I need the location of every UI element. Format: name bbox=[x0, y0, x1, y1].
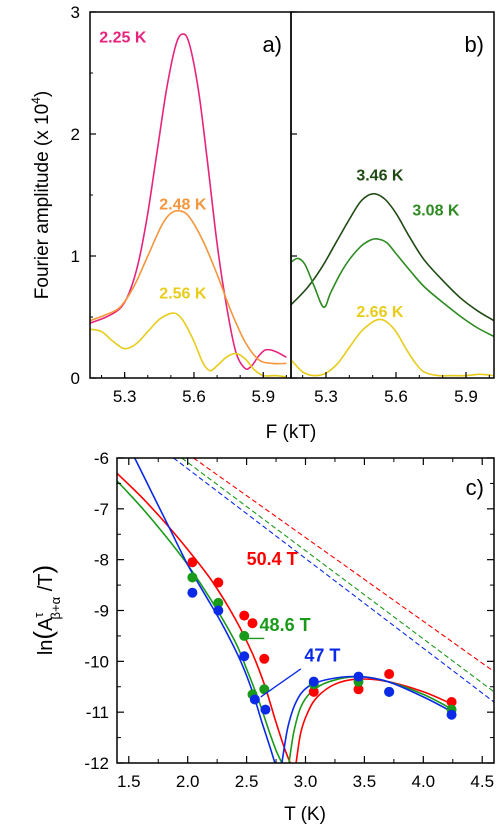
point-47-t bbox=[213, 605, 224, 616]
fit-left-50-4-t bbox=[117, 472, 291, 763]
label-2-48-k: 2.48 K bbox=[159, 197, 207, 214]
panel-a: 2.25 K 2.48 K 2.56 K 5.3 5.6 5.9 0 1 2 3 a) bbox=[71, 3, 292, 406]
dashed-line-50-4-t bbox=[193, 458, 494, 672]
xtick-label-a-0: 5.3 bbox=[113, 387, 137, 406]
xtick-label-c-0: 1.5 bbox=[117, 772, 141, 791]
ytick-label-a-3: 3 bbox=[71, 3, 80, 22]
panel-b-tag: b) bbox=[464, 32, 484, 57]
label-2-56-k: 2.56 K bbox=[159, 286, 207, 303]
point-47-t bbox=[384, 686, 395, 697]
point-48-6-t bbox=[187, 572, 198, 583]
point-50-4-t bbox=[308, 686, 319, 697]
fit-right-47-t bbox=[281, 675, 454, 763]
curve-2-48-k bbox=[90, 209, 287, 365]
point-48-6-t bbox=[213, 597, 224, 608]
xtick-label-c-4: 3.5 bbox=[353, 772, 377, 791]
point-47-t bbox=[239, 651, 250, 662]
fit-right-48-6-t bbox=[288, 675, 454, 763]
fit-left-47-t bbox=[133, 458, 276, 763]
ytick-label-c-5: -11 bbox=[86, 703, 109, 722]
panel-b-frame bbox=[290, 11, 495, 379]
xtick-label-c-5: 4.0 bbox=[411, 772, 435, 791]
point-50-4-t bbox=[259, 653, 270, 664]
xtick-label-a-2: 5.9 bbox=[251, 387, 275, 406]
panel-c: 50.4 T 48.6 T 47 T 1.5 2.0 2.5 3.0 3.5 4.0 4.5 -6… bbox=[84, 449, 495, 791]
curve-2-66-k bbox=[291, 318, 494, 377]
panel-b: 3.46 K 3.08 K 2.66 K 5.3 5.6 5.9 b) bbox=[290, 11, 495, 406]
ytick-label-a-2: 2 bbox=[71, 125, 80, 144]
panel-ab-xlabel: F (kT) bbox=[266, 422, 317, 443]
xtick-label-c-1: 2.0 bbox=[176, 772, 200, 791]
curve-3-08-k bbox=[291, 237, 494, 338]
curve-2-25-k bbox=[90, 33, 287, 370]
ytick-label-c-4: -10 bbox=[84, 652, 109, 671]
xtick-label-b-1: 5.6 bbox=[384, 387, 408, 406]
fit-left-48-6-t bbox=[117, 480, 283, 763]
point-48-6-t bbox=[259, 684, 270, 695]
point-50-4-t bbox=[187, 557, 198, 568]
point-50-4-t bbox=[353, 684, 364, 695]
label-48-6-t: 48.6 T bbox=[260, 615, 311, 635]
panel-c-tag: c) bbox=[466, 475, 484, 500]
ytick-label-c-3: -9 bbox=[94, 602, 109, 621]
xtick-label-c-3: 3.0 bbox=[294, 772, 318, 791]
xtick-label-c-6: 4.5 bbox=[470, 772, 494, 791]
xtick-label-b-0: 5.3 bbox=[314, 387, 338, 406]
leader-line-1 bbox=[260, 668, 302, 698]
point-47-t bbox=[446, 709, 457, 720]
dashed-line-48-6-t bbox=[181, 458, 494, 693]
label-3-08-k: 3.08 K bbox=[412, 203, 460, 220]
point-50-4-t bbox=[213, 577, 224, 588]
panel-a-tag: a) bbox=[262, 32, 282, 57]
point-50-4-t bbox=[446, 697, 457, 707]
label-2-25-k: 2.25 K bbox=[99, 30, 147, 47]
panel-ab-ylabel: Fourier amplitude (x 104) bbox=[29, 91, 53, 299]
label-47-t: 47 T bbox=[304, 645, 340, 665]
point-50-4-t bbox=[384, 669, 395, 680]
curve-3-46-k bbox=[291, 192, 494, 322]
point-47-t bbox=[249, 694, 260, 705]
label-50-4-t: 50.4 T bbox=[247, 549, 298, 569]
ytick-label-c-0: -6 bbox=[94, 449, 109, 468]
point-47-t bbox=[187, 587, 198, 598]
panel-a-frame bbox=[89, 11, 292, 379]
ytick-label-c-6: -12 bbox=[84, 754, 109, 773]
ytick-label-c-2: -8 bbox=[94, 551, 109, 570]
point-48-6-t bbox=[239, 630, 250, 641]
ytick-label-c-1: -7 bbox=[94, 500, 109, 519]
xtick-label-b-2: 5.9 bbox=[454, 387, 478, 406]
dashed-line-47-t bbox=[173, 458, 494, 703]
point-50-4-t bbox=[239, 610, 250, 621]
point-47-t bbox=[260, 704, 271, 715]
point-47-t bbox=[308, 676, 319, 687]
panel-c-xlabel: T (K) bbox=[284, 804, 326, 825]
ytick-label-a-0: 0 bbox=[71, 369, 80, 388]
label-2-66-k: 2.66 K bbox=[356, 304, 404, 321]
curve-2-56-k bbox=[90, 312, 287, 378]
label-3-46-k: 3.46 K bbox=[356, 167, 404, 184]
ytick-label-a-1: 1 bbox=[71, 247, 80, 266]
fit-right-50-4-t bbox=[295, 678, 454, 763]
panel-c-ylabel: ln(Aτ β+α /T) bbox=[28, 565, 63, 655]
point-47-t bbox=[353, 671, 364, 682]
point-50-4-t bbox=[247, 618, 258, 629]
xtick-label-c-2: 2.5 bbox=[235, 772, 259, 791]
xtick-label-a-1: 5.6 bbox=[182, 387, 206, 406]
